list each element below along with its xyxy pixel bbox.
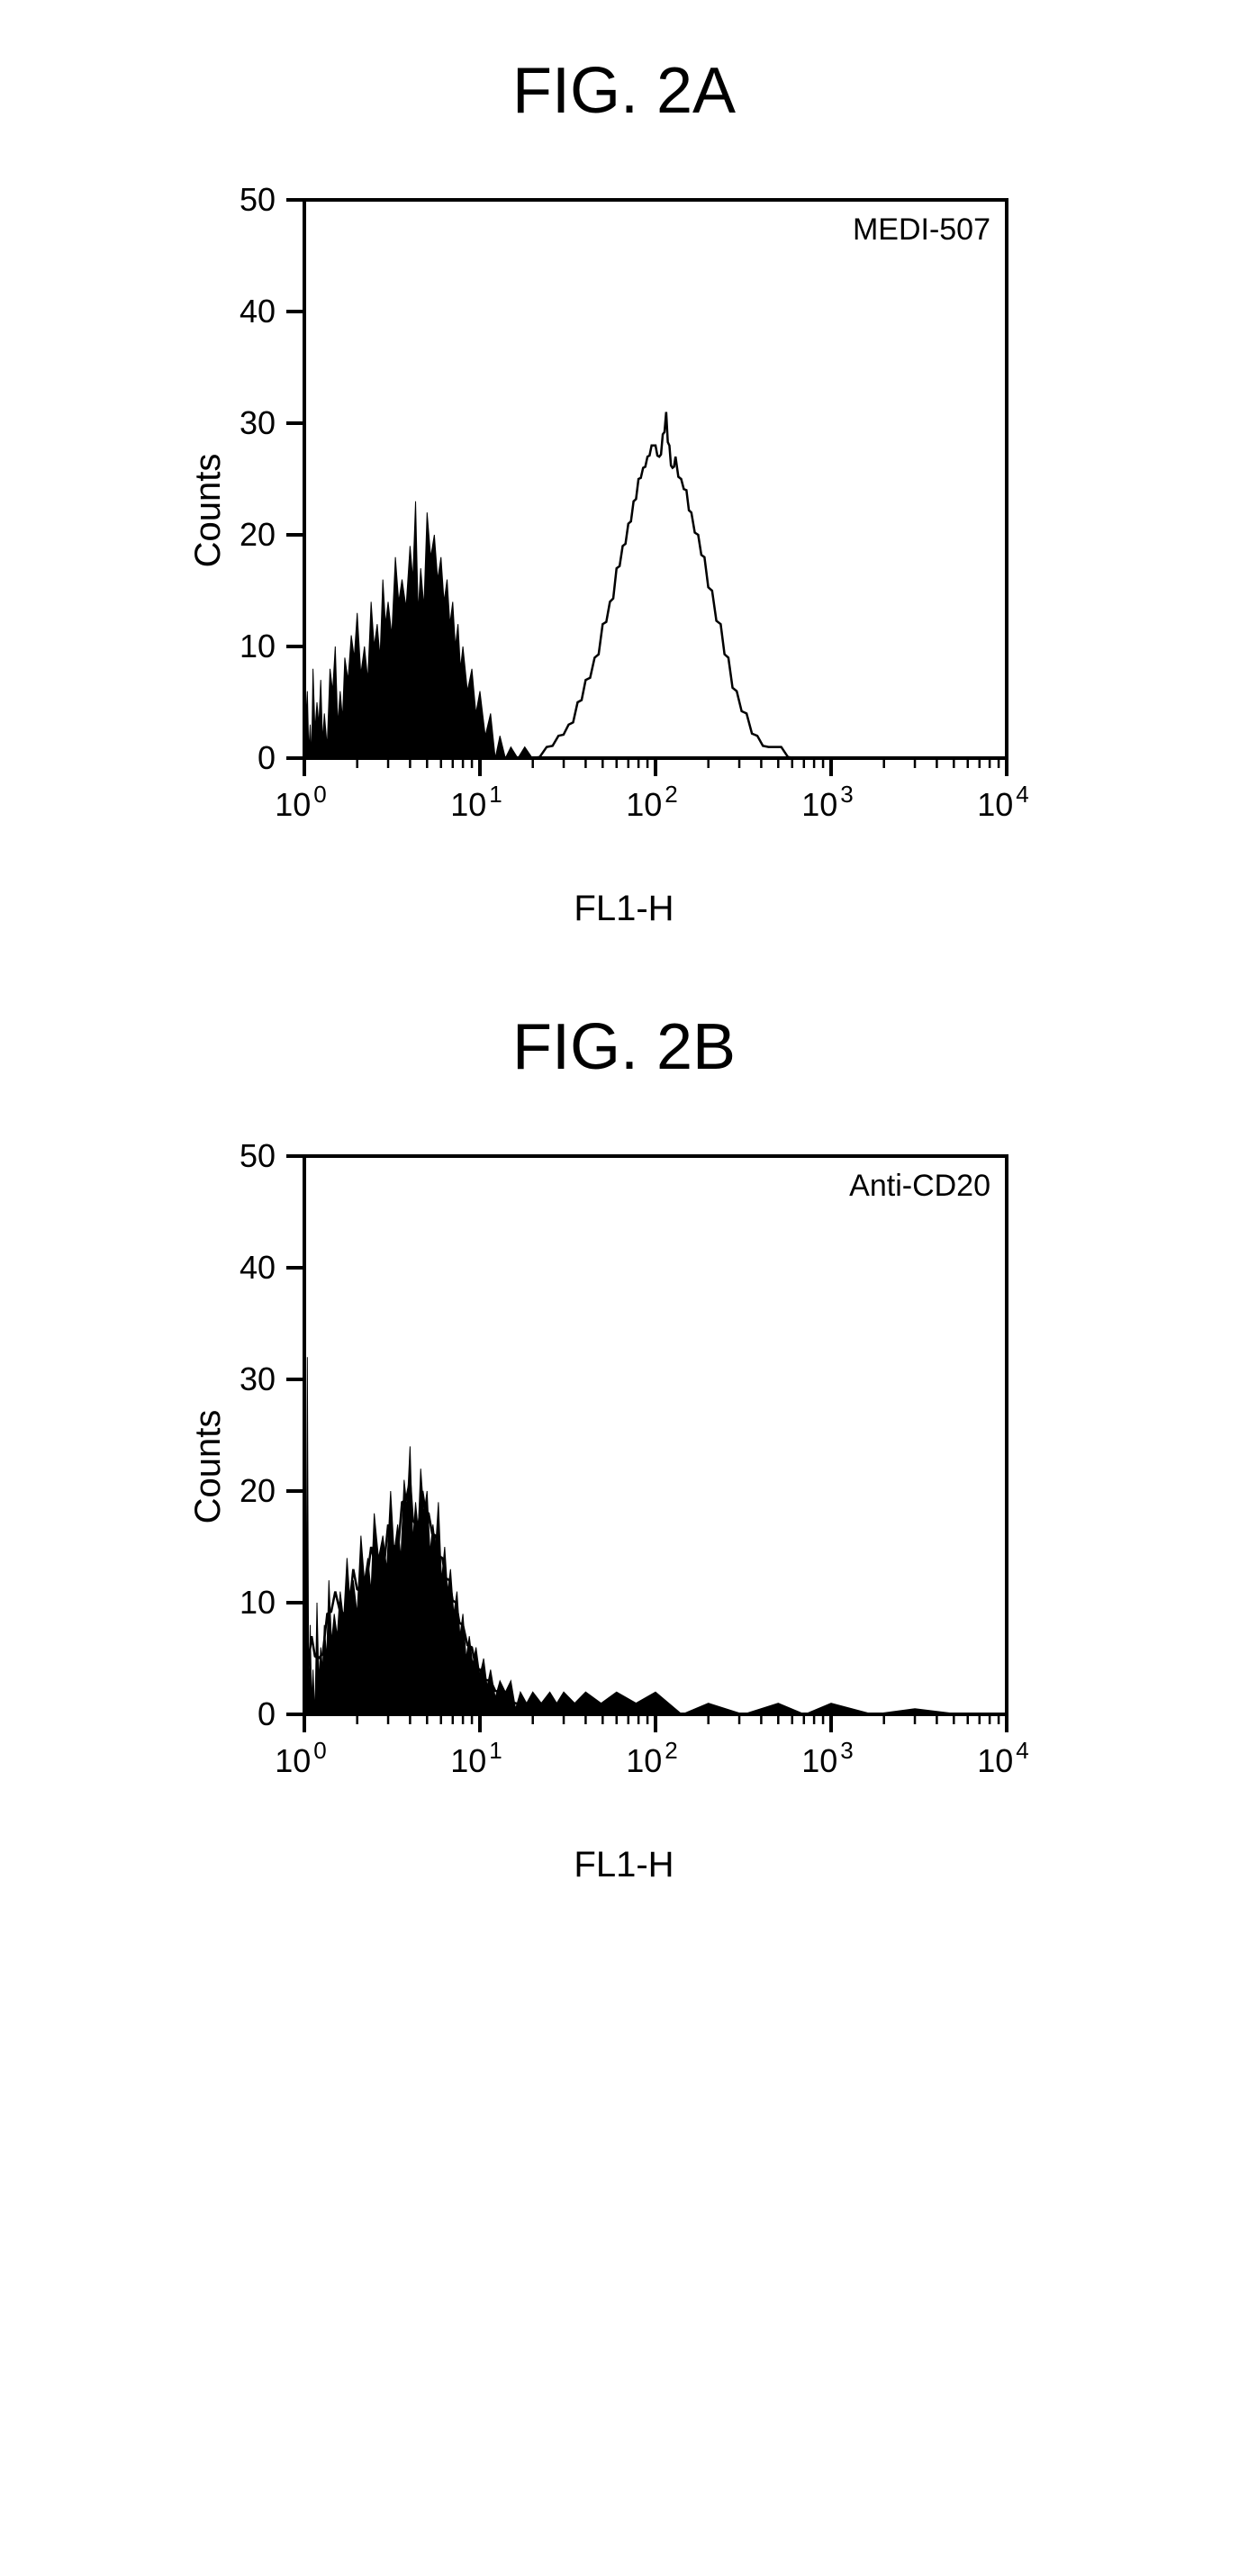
svg-text:MEDI-507: MEDI-507 [853, 212, 990, 247]
figure-2a-xlabel: FL1-H [574, 889, 674, 929]
figure-2a-title: FIG. 2A [512, 54, 736, 128]
svg-text:50: 50 [240, 181, 276, 218]
svg-text:20: 20 [240, 1472, 276, 1509]
svg-text:50: 50 [240, 1137, 276, 1174]
svg-text:101: 101 [450, 781, 502, 823]
svg-text:40: 40 [240, 1249, 276, 1286]
svg-text:Anti-CD20: Anti-CD20 [849, 1169, 990, 1203]
svg-text:100: 100 [275, 1737, 327, 1779]
figure-2b-xlabel: FL1-H [574, 1845, 674, 1885]
figure-2a-block: FIG. 2A Counts 0102030405010010110210310… [205, 54, 1043, 848]
svg-text:103: 103 [801, 1737, 854, 1779]
svg-text:103: 103 [801, 781, 854, 823]
svg-text:101: 101 [450, 1737, 502, 1779]
figure-2a-ylabel: Counts [188, 454, 229, 568]
svg-text:0: 0 [258, 1695, 276, 1732]
figure-2a-chart: Counts 01020304050100101102103104MEDI-50… [205, 173, 1043, 848]
svg-text:30: 30 [240, 1360, 276, 1397]
figure-2b-title: FIG. 2B [512, 1010, 736, 1084]
svg-text:104: 104 [977, 1737, 1029, 1779]
figure-2a-svg: 0 10 20 30 40 50 100 101 102 103 104 MEDI-507 [205, 173, 1043, 848]
figure-container: FIG. 2A Counts 0102030405010010110210310… [0, 54, 1248, 1804]
svg-text:100: 100 [275, 781, 327, 823]
svg-text:40: 40 [240, 293, 276, 330]
figure-2b-block: FIG. 2B Counts 0102030405010010110210310… [205, 1010, 1043, 1804]
svg-text:102: 102 [626, 781, 678, 823]
svg-text:102: 102 [626, 1737, 678, 1779]
svg-text:30: 30 [240, 404, 276, 441]
figure-2b-svg: 0 10 20 30 40 50 100 101 102 103 104 Anti-CD20 [205, 1129, 1043, 1804]
figure-2b-chart: Counts 01020304050100101102103104Anti-CD… [205, 1129, 1043, 1804]
svg-text:0: 0 [258, 739, 276, 776]
svg-text:20: 20 [240, 516, 276, 553]
svg-text:10: 10 [240, 1584, 276, 1621]
figure-2b-ylabel: Counts [188, 1410, 229, 1524]
svg-text:104: 104 [977, 781, 1029, 823]
svg-text:10: 10 [240, 628, 276, 664]
